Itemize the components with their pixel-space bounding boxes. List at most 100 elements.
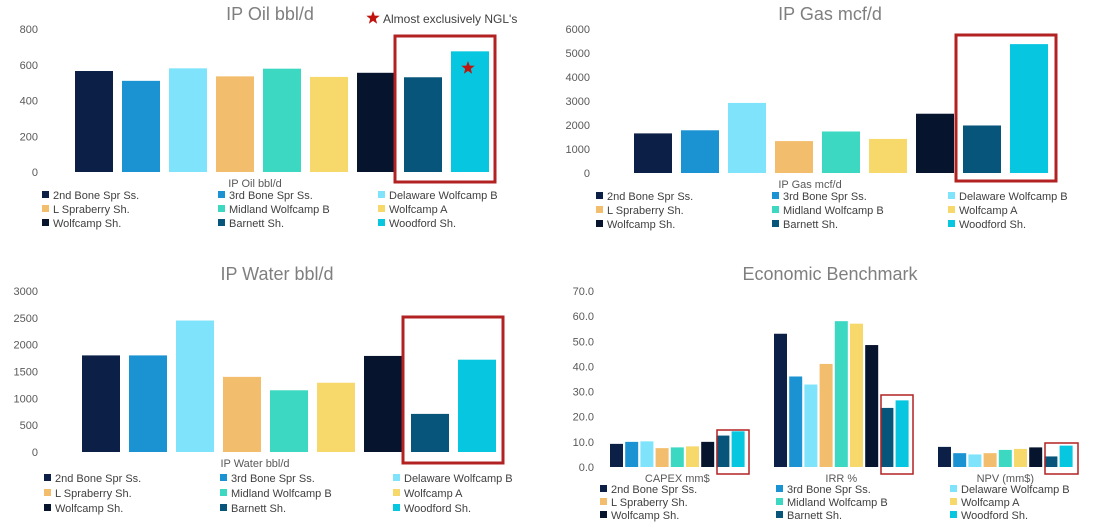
y-tick-label: 30.0 [573, 387, 594, 399]
bar [701, 441, 715, 467]
y-tick-label: 6000 [566, 24, 590, 36]
y-tick-label: 200 [20, 131, 38, 143]
legend-label: Midland Wolfcamp B [783, 205, 884, 217]
bar [82, 355, 120, 452]
legend-label: 2nd Bone Spr Ss. [607, 191, 693, 203]
legend-swatch [948, 192, 955, 199]
bar [681, 130, 719, 173]
bar [411, 413, 449, 452]
legend-label: Barnett Sh. [229, 218, 284, 230]
bar [216, 76, 254, 172]
y-tick-label: 2000 [14, 340, 38, 352]
legend-swatch [950, 485, 957, 492]
bar [916, 113, 954, 173]
y-tick-label: 70.0 [573, 286, 594, 298]
legend-swatch [218, 219, 225, 226]
highlight-box [716, 429, 750, 475]
legend-swatch [950, 498, 957, 505]
legend-label: L Spraberry Sh. [53, 204, 130, 216]
y-tick-label: 500 [20, 420, 38, 432]
bar [610, 443, 623, 467]
highlight-box [880, 394, 914, 475]
bar [625, 441, 639, 467]
bar [822, 131, 860, 173]
x-axis-label: IP Gas mcf/d [778, 179, 841, 191]
bar [310, 76, 348, 172]
bar [1029, 447, 1043, 467]
bar [865, 345, 879, 467]
y-tick-label: 40.0 [573, 361, 594, 373]
chart-title: Economic Benchmark [742, 264, 918, 284]
legend-swatch [772, 220, 779, 227]
bar [880, 407, 894, 467]
bar [122, 80, 160, 172]
bar [895, 400, 909, 467]
legend-label: L Spraberry Sh. [55, 488, 132, 500]
y-tick-label: 60.0 [573, 311, 594, 323]
bar [1014, 448, 1027, 467]
bar [850, 323, 863, 467]
legend-label: Woodford Sh. [961, 510, 1028, 522]
legend-label: Wolfcamp Sh. [611, 510, 679, 522]
legend-label: Delaware Wolfcamp B [959, 191, 1068, 203]
y-tick-label: 0 [584, 168, 590, 180]
legend-label: 3rd Bone Spr Ss. [783, 191, 867, 203]
bar [670, 447, 684, 467]
y-tick-label: 10.0 [573, 437, 594, 449]
bar [263, 68, 301, 172]
x-axis-label: IP Water bbl/d [220, 458, 289, 470]
legend-swatch [948, 220, 955, 227]
star-icon [461, 61, 475, 74]
bar [129, 355, 167, 452]
legend-swatch [220, 504, 227, 511]
legend-label: 3rd Bone Spr Ss. [231, 473, 315, 485]
bar [731, 431, 745, 467]
legend-swatch [42, 219, 49, 226]
legend-swatch [378, 191, 385, 198]
y-tick-label: 2000 [566, 120, 590, 132]
x-axis-label: IP Oil bbl/d [228, 178, 282, 190]
legend-label: Delaware Wolfcamp B [961, 484, 1070, 496]
legend-label: 3rd Bone Spr Ss. [229, 190, 313, 202]
bar [357, 72, 395, 172]
bar [317, 382, 355, 452]
legend-swatch [218, 205, 225, 212]
bar [458, 359, 496, 452]
bar [404, 77, 442, 172]
bar [869, 138, 907, 173]
legend-swatch [948, 206, 955, 213]
bar [270, 390, 308, 452]
legend-swatch [772, 206, 779, 213]
legend-swatch [44, 474, 51, 481]
bar [775, 141, 813, 173]
legend-label: Midland Wolfcamp B [229, 204, 330, 216]
bar [1044, 456, 1058, 467]
bar [75, 71, 113, 172]
y-tick-label: 400 [20, 96, 38, 108]
annotation-text: Almost exclusively NGL's [383, 12, 517, 26]
legend-swatch [44, 504, 51, 511]
legend-label: L Spraberry Sh. [611, 497, 688, 509]
bar [834, 321, 848, 467]
legend-swatch [596, 206, 603, 213]
bar [364, 355, 402, 452]
legend-swatch [220, 489, 227, 496]
legend-label: 2nd Bone Spr Ss. [611, 484, 697, 496]
x-category-label: IRR % [825, 473, 857, 485]
y-tick-label: 1500 [14, 367, 38, 379]
bar [1059, 445, 1073, 467]
bar [728, 102, 766, 173]
legend-label: Delaware Wolfcamp B [389, 190, 498, 202]
y-tick-label: 2500 [14, 313, 38, 325]
bar [819, 363, 833, 467]
legend-label: Wolfcamp A [404, 488, 463, 500]
highlight-box [401, 315, 505, 465]
legend-label: Woodford Sh. [389, 218, 456, 230]
legend-label: Barnett Sh. [783, 219, 838, 231]
legend-swatch [393, 489, 400, 496]
legend-label: Delaware Wolfcamp B [404, 473, 513, 485]
legend-swatch [596, 220, 603, 227]
legend-label: Wolfcamp Sh. [607, 219, 675, 231]
y-tick-label: 0.0 [579, 462, 594, 474]
legend-swatch [776, 511, 783, 518]
